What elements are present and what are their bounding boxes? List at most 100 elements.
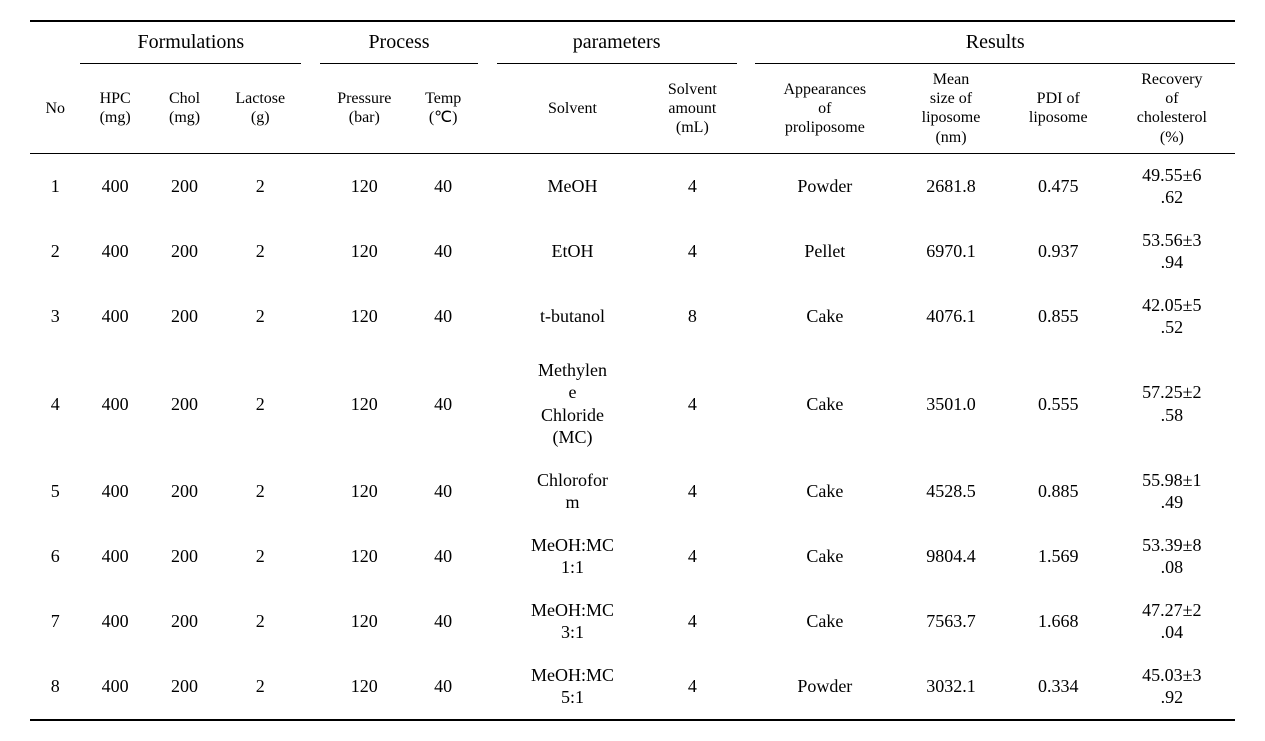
- gap: [737, 524, 756, 589]
- gap: [301, 153, 320, 219]
- cell-appearances: Cake: [755, 524, 894, 589]
- cell-recovery: 53.56±3.94: [1109, 219, 1235, 284]
- gap: [478, 654, 497, 720]
- cell-pdi: 1.668: [1008, 589, 1109, 654]
- cell-mean-size: 3032.1: [894, 654, 1008, 720]
- cell-pdi: 0.937: [1008, 219, 1109, 284]
- gap: [737, 219, 756, 284]
- col-solvent-amount: Solventamount(mL): [648, 64, 736, 154]
- cell-appearances: Powder: [755, 654, 894, 720]
- col-temp: Temp(℃): [408, 64, 477, 154]
- gap: [737, 589, 756, 654]
- cell-pressure: 120: [320, 589, 408, 654]
- col-pdi: PDI ofliposome: [1008, 64, 1109, 154]
- gap: [737, 459, 756, 524]
- cell-chol: 200: [150, 349, 219, 459]
- cell-temp: 40: [408, 284, 477, 349]
- table-row: 7400200212040MeOH:MC3:14Cake7563.71.6684…: [30, 589, 1235, 654]
- cell-chol: 200: [150, 284, 219, 349]
- table-row: 8400200212040MeOH:MC5:14Powder3032.10.33…: [30, 654, 1235, 720]
- cell-recovery: 45.03±3.92: [1109, 654, 1235, 720]
- table-row: 4400200212040MethyleneChloride(MC)4Cake3…: [30, 349, 1235, 459]
- cell-hpc: 400: [80, 654, 149, 720]
- cell-no: 7: [30, 589, 80, 654]
- cell-solvent: MeOH:MC3:1: [497, 589, 648, 654]
- cell-lactose: 2: [219, 153, 301, 219]
- cell-temp: 40: [408, 459, 477, 524]
- cell-lactose: 2: [219, 284, 301, 349]
- group-process: Process: [320, 21, 478, 64]
- cell-pressure: 120: [320, 349, 408, 459]
- cell-no: 4: [30, 349, 80, 459]
- cell-solvent: MeOH:MC1:1: [497, 524, 648, 589]
- table-row: 2400200212040EtOH4Pellet6970.10.93753.56…: [30, 219, 1235, 284]
- gap: [737, 153, 756, 219]
- gap: [478, 589, 497, 654]
- cell-recovery: 47.27±2.04: [1109, 589, 1235, 654]
- cell-temp: 40: [408, 589, 477, 654]
- cell-hpc: 400: [80, 349, 149, 459]
- gap: [301, 459, 320, 524]
- cell-solvent-amount: 4: [648, 459, 736, 524]
- data-table: Formulations Process parameters Results …: [30, 20, 1235, 721]
- group-parameters: parameters: [497, 21, 737, 64]
- table-row: 6400200212040MeOH:MC1:14Cake9804.41.5695…: [30, 524, 1235, 589]
- cell-hpc: 400: [80, 219, 149, 284]
- cell-hpc: 400: [80, 589, 149, 654]
- col-mean-size: Meansize ofliposome(nm): [894, 64, 1008, 154]
- cell-recovery: 53.39±8.08: [1109, 524, 1235, 589]
- col-lactose: Lactose(g): [219, 64, 301, 154]
- cell-lactose: 2: [219, 654, 301, 720]
- gap: [301, 349, 320, 459]
- cell-lactose: 2: [219, 349, 301, 459]
- table-body: 1400200212040MeOH4Powder2681.80.47549.55…: [30, 153, 1235, 720]
- cell-appearances: Cake: [755, 349, 894, 459]
- gap: [737, 284, 756, 349]
- cell-lactose: 2: [219, 219, 301, 284]
- gap: [301, 654, 320, 720]
- gap: [478, 153, 497, 219]
- cell-mean-size: 2681.8: [894, 153, 1008, 219]
- cell-no: 5: [30, 459, 80, 524]
- cell-temp: 40: [408, 349, 477, 459]
- cell-pdi: 0.555: [1008, 349, 1109, 459]
- cell-appearances: Powder: [755, 153, 894, 219]
- cell-pressure: 120: [320, 459, 408, 524]
- col-pressure: Pressure(bar): [320, 64, 408, 154]
- cell-chol: 200: [150, 153, 219, 219]
- cell-hpc: 400: [80, 459, 149, 524]
- cell-mean-size: 4528.5: [894, 459, 1008, 524]
- col-solvent: Solvent: [497, 64, 648, 154]
- cell-appearances: Cake: [755, 459, 894, 524]
- cell-temp: 40: [408, 153, 477, 219]
- cell-recovery: 42.05±5.52: [1109, 284, 1235, 349]
- cell-appearances: Cake: [755, 284, 894, 349]
- group-results: Results: [755, 21, 1235, 64]
- cell-solvent: Chloroform: [497, 459, 648, 524]
- cell-solvent-amount: 4: [648, 153, 736, 219]
- gap: [478, 349, 497, 459]
- cell-pdi: 0.475: [1008, 153, 1109, 219]
- cell-pressure: 120: [320, 284, 408, 349]
- gap: [301, 219, 320, 284]
- cell-lactose: 2: [219, 459, 301, 524]
- cell-mean-size: 3501.0: [894, 349, 1008, 459]
- cell-no: 2: [30, 219, 80, 284]
- cell-pdi: 1.569: [1008, 524, 1109, 589]
- cell-pdi: 0.855: [1008, 284, 1109, 349]
- table-row: 5400200212040Chloroform4Cake4528.50.8855…: [30, 459, 1235, 524]
- cell-solvent-amount: 4: [648, 219, 736, 284]
- cell-pdi: 0.334: [1008, 654, 1109, 720]
- cell-pressure: 120: [320, 153, 408, 219]
- cell-pdi: 0.885: [1008, 459, 1109, 524]
- cell-mean-size: 7563.7: [894, 589, 1008, 654]
- group-formulations: Formulations: [80, 21, 301, 64]
- cell-solvent-amount: 4: [648, 349, 736, 459]
- cell-appearances: Cake: [755, 589, 894, 654]
- gap: [737, 654, 756, 720]
- cell-chol: 200: [150, 459, 219, 524]
- table-row: 1400200212040MeOH4Powder2681.80.47549.55…: [30, 153, 1235, 219]
- cell-chol: 200: [150, 654, 219, 720]
- cell-solvent: t-butanol: [497, 284, 648, 349]
- table-row: 3400200212040t-butanol8Cake4076.10.85542…: [30, 284, 1235, 349]
